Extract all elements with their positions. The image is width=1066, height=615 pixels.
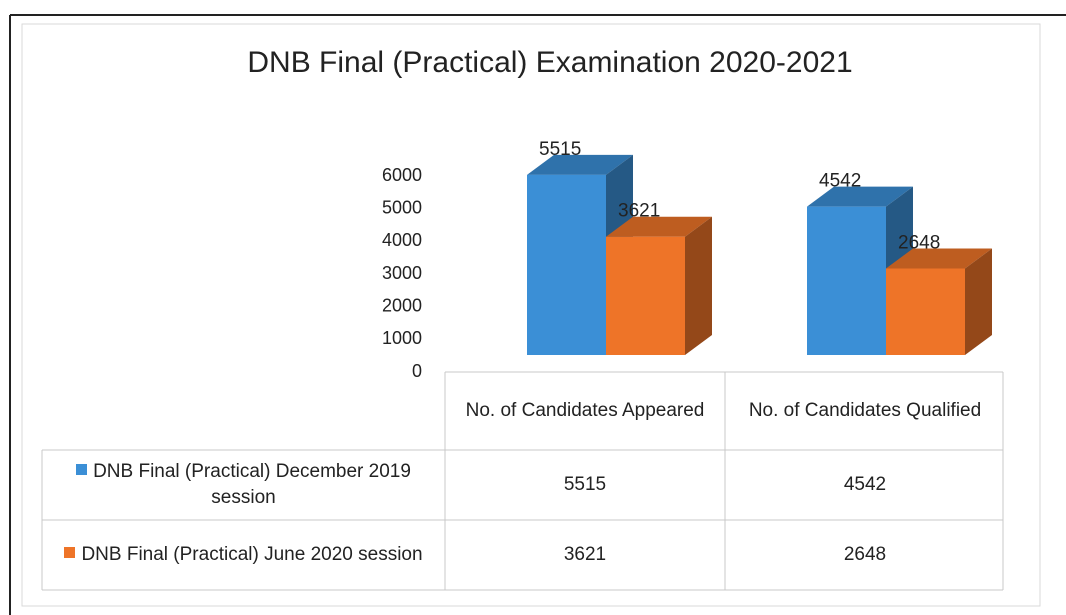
legend-entry: DNB Final (Practical) December 2019 sess… [42, 450, 445, 520]
bar-side [685, 216, 712, 355]
bar-value-label: 5515 [539, 139, 581, 160]
table-value: 4542 [725, 450, 1005, 520]
bar [527, 174, 606, 355]
legend-key [64, 547, 76, 559]
bar-top [527, 154, 633, 175]
bar-side [965, 248, 992, 355]
category-header: No. of Candidates Appeared [445, 372, 725, 450]
table-value: 2648 [725, 520, 1005, 590]
table-value-text: 3621 [563, 544, 607, 566]
table-value-text: 2648 [843, 544, 887, 566]
legend-entry-text: DNB Final (Practical) December 2019 sess… [93, 461, 411, 508]
bar-value-label: 3621 [618, 201, 660, 222]
bar [606, 236, 685, 355]
y-tick-label: 6000 [382, 165, 422, 185]
chart-border [21, 23, 1041, 607]
legend-key [76, 464, 88, 476]
y-tick-label: 1000 [382, 328, 422, 348]
bar-top [606, 216, 712, 237]
y-tick-label: 5000 [382, 197, 422, 217]
bar-value-label: 2648 [898, 233, 940, 254]
category-header: No. of Candidates Qualified [725, 372, 1005, 450]
table-value-text: 5515 [563, 474, 607, 496]
category-header-text: No. of Candidates Qualified [748, 400, 982, 422]
table-value: 3621 [445, 520, 725, 590]
y-tick-label: 0 [412, 361, 422, 381]
legend-entry: DNB Final (Practical) June 2020 session [42, 520, 445, 590]
category-header-text: No. of Candidates Appeared [465, 400, 705, 422]
y-tick-label: 4000 [382, 230, 422, 250]
bar [807, 206, 886, 355]
table-value-text: 4542 [843, 474, 887, 496]
bar-top [886, 248, 992, 269]
y-tick-label: 2000 [382, 295, 422, 315]
bar-top [807, 186, 913, 207]
chart-title: DNB Final (Practical) Examination 2020-2… [247, 46, 852, 79]
table-value: 5515 [445, 450, 725, 520]
bar-value-label: 4542 [819, 171, 861, 192]
y-tick-label: 3000 [382, 263, 422, 283]
bar [886, 268, 965, 355]
legend-entry-text: DNB Final (Practical) June 2020 session [81, 544, 423, 566]
